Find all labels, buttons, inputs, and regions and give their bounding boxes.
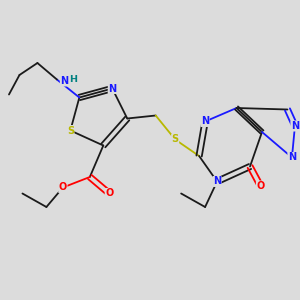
Text: N: N [288, 152, 296, 163]
Text: N: N [108, 83, 116, 94]
Text: H: H [69, 75, 77, 84]
Text: O: O [105, 188, 113, 199]
Text: O: O [59, 182, 67, 193]
Text: N: N [291, 121, 299, 131]
Text: N: N [213, 176, 221, 187]
Text: N: N [60, 76, 68, 86]
Text: S: S [67, 125, 74, 136]
Text: O: O [256, 181, 265, 191]
Text: S: S [172, 134, 179, 145]
Text: N: N [201, 116, 209, 127]
